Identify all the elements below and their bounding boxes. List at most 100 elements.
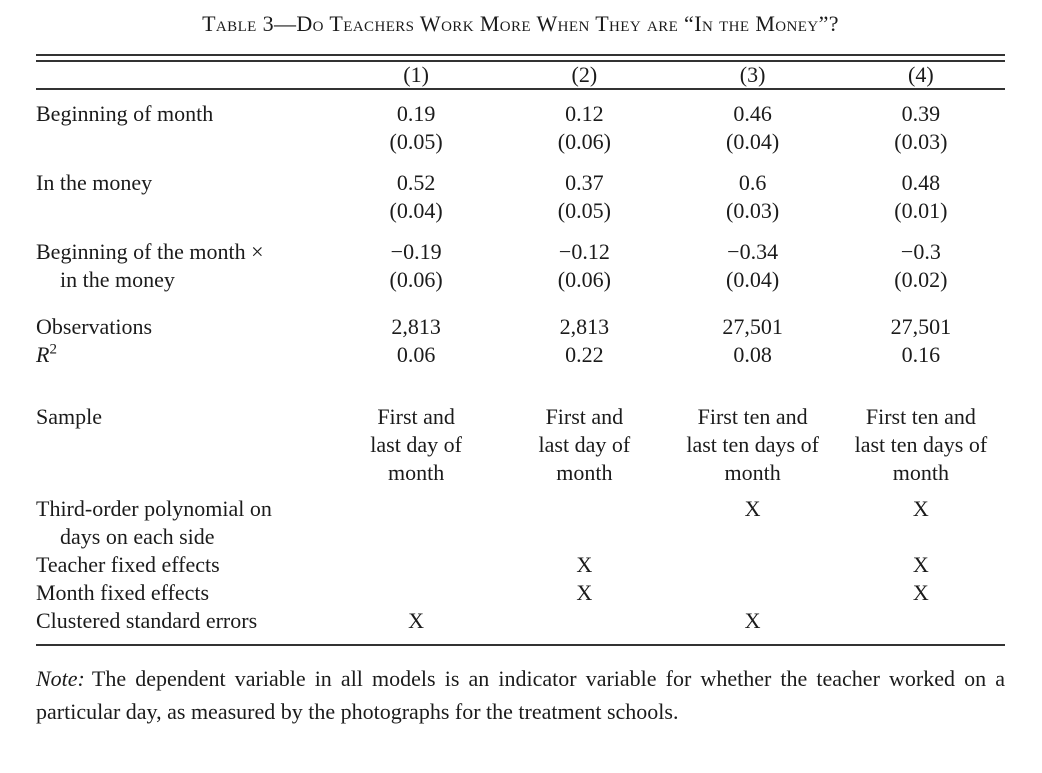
table-row: Teacher fixed effects X X: [36, 551, 1005, 579]
spec-cell: [669, 551, 837, 579]
table-row: Sample First and last day of month First…: [36, 403, 1005, 495]
estimate: 0.19: [396, 101, 436, 126]
coef-cell: −0.19 (0.06): [332, 238, 500, 313]
coef-cell: −0.34 (0.04): [669, 238, 837, 313]
r-squared-exponent: 2: [49, 341, 57, 358]
table-row: In the money 0.52 (0.04) 0.37 (0.05) 0.6…: [36, 169, 1005, 238]
table-note: Note: The dependent variable in all model…: [36, 662, 1005, 728]
sample-cell: First and last day of month: [538, 404, 631, 485]
spec-cell: X: [912, 552, 929, 577]
table-row: Clustered standard errors X X: [36, 607, 1005, 645]
column-header-3: (3): [668, 62, 837, 90]
row-label: In the money: [36, 169, 332, 238]
row-label: R2: [36, 341, 332, 403]
row-label-text: In the money: [36, 170, 153, 195]
row-label: Third-order polynomial on days on each s…: [36, 495, 332, 551]
row-label: Sample: [36, 404, 102, 429]
spec-cell: [500, 607, 668, 645]
header-row: (1) (2) (3) (4): [36, 62, 1005, 90]
coef-cell: −0.12 (0.06): [500, 238, 668, 313]
stat-cell: 27,501: [722, 314, 783, 339]
std-error: (0.04): [389, 198, 443, 223]
column-header-2: (2): [500, 62, 669, 90]
spec-cell: X: [576, 580, 593, 605]
table-row: R2 0.06 0.22 0.08 0.16: [36, 341, 1005, 403]
estimate: −0.19: [390, 239, 442, 264]
estimate: 0.6: [738, 170, 767, 195]
row-label: Beginning of the month × in the money: [36, 238, 332, 313]
column-header-1: (1): [332, 62, 501, 90]
coef-cell: 0.48 (0.01): [837, 169, 1005, 238]
std-error: (0.03): [894, 129, 948, 154]
std-error: (0.01): [894, 198, 948, 223]
top-double-rule: [36, 54, 1005, 62]
stat-cell: 0.22: [565, 342, 604, 367]
stat-cell: 0.16: [901, 342, 941, 367]
r-squared-symbol: R: [36, 342, 50, 367]
regression-table: (1) (2) (3) (4) Beginning of month 0.19 …: [36, 62, 1005, 646]
std-error: (0.04): [726, 267, 780, 292]
std-error: (0.02): [894, 267, 948, 292]
spec-cell: [332, 495, 500, 551]
coef-cell: 0.6 (0.03): [669, 169, 837, 238]
std-error: (0.03): [726, 198, 780, 223]
spec-cell: [669, 579, 837, 607]
stat-cell: 2,813: [559, 314, 610, 339]
coef-cell: 0.12 (0.06): [500, 89, 668, 169]
table-row: Month fixed effects X X: [36, 579, 1005, 607]
std-error: (0.05): [557, 198, 611, 223]
table-title: Table 3—Do Teachers Work More When They …: [202, 11, 839, 36]
coef-cell: −0.3 (0.02): [837, 238, 1005, 313]
sample-cell: First and last day of month: [370, 404, 462, 485]
stat-cell: 0.08: [733, 342, 772, 367]
estimate: −0.3: [900, 239, 941, 264]
estimate: 0.46: [733, 101, 772, 126]
estimate: 0.52: [396, 170, 436, 195]
coef-cell: 0.46 (0.04): [669, 89, 837, 169]
estimate: 0.48: [901, 170, 941, 195]
spec-cell: X: [408, 608, 425, 633]
spec-cell: X: [576, 552, 593, 577]
row-label: Beginning of month: [36, 89, 332, 169]
spec-cell: X: [912, 580, 929, 605]
coef-cell: 0.39 (0.03): [837, 89, 1005, 169]
estimate: −0.34: [727, 239, 779, 264]
row-label: Teacher fixed effects: [36, 552, 220, 577]
std-error: (0.06): [557, 267, 611, 292]
row-label-text-line2: days on each side: [60, 524, 215, 549]
spec-cell: [837, 607, 1005, 645]
table-row: Beginning of month 0.19 (0.05) 0.12 (0.0…: [36, 89, 1005, 169]
row-label-text: Beginning of month: [36, 101, 214, 126]
table-row: Observations 2,813 2,813 27,501 27,501: [36, 313, 1005, 341]
estimate: 0.37: [565, 170, 604, 195]
stat-cell: 2,813: [391, 314, 441, 339]
row-label: Observations: [36, 314, 153, 339]
std-error: (0.04): [726, 129, 780, 154]
stat-cell: 0.06: [396, 342, 436, 367]
spec-cell: [332, 551, 500, 579]
row-label-text: Beginning of the month ×: [36, 239, 264, 264]
table-row: Beginning of the month × in the money −0…: [36, 238, 1005, 313]
row-label: Clustered standard errors: [36, 608, 258, 633]
spec-cell: X: [744, 496, 761, 521]
std-error: (0.06): [557, 129, 611, 154]
spec-cell: X: [912, 496, 929, 521]
coef-cell: 0.52 (0.04): [332, 169, 500, 238]
spec-cell: X: [744, 608, 761, 633]
sample-cell: First ten and last ten days of month: [854, 404, 988, 485]
estimate: 0.12: [565, 101, 604, 126]
spec-cell: [500, 495, 668, 551]
sample-cell: First ten and last ten days of month: [686, 404, 819, 485]
estimate: −0.12: [558, 239, 610, 264]
stat-cell: 27,501: [890, 314, 952, 339]
column-header-4: (4): [836, 62, 1005, 90]
row-label: Month fixed effects: [36, 580, 210, 605]
estimate: 0.39: [901, 101, 941, 126]
std-error: (0.06): [389, 267, 443, 292]
coef-cell: 0.37 (0.05): [500, 169, 668, 238]
coef-cell: 0.19 (0.05): [332, 89, 500, 169]
row-label-text: Third-order polynomial on: [36, 496, 272, 521]
note-text: The dependent variable in all models is …: [36, 666, 1005, 724]
spec-cell: [332, 579, 500, 607]
